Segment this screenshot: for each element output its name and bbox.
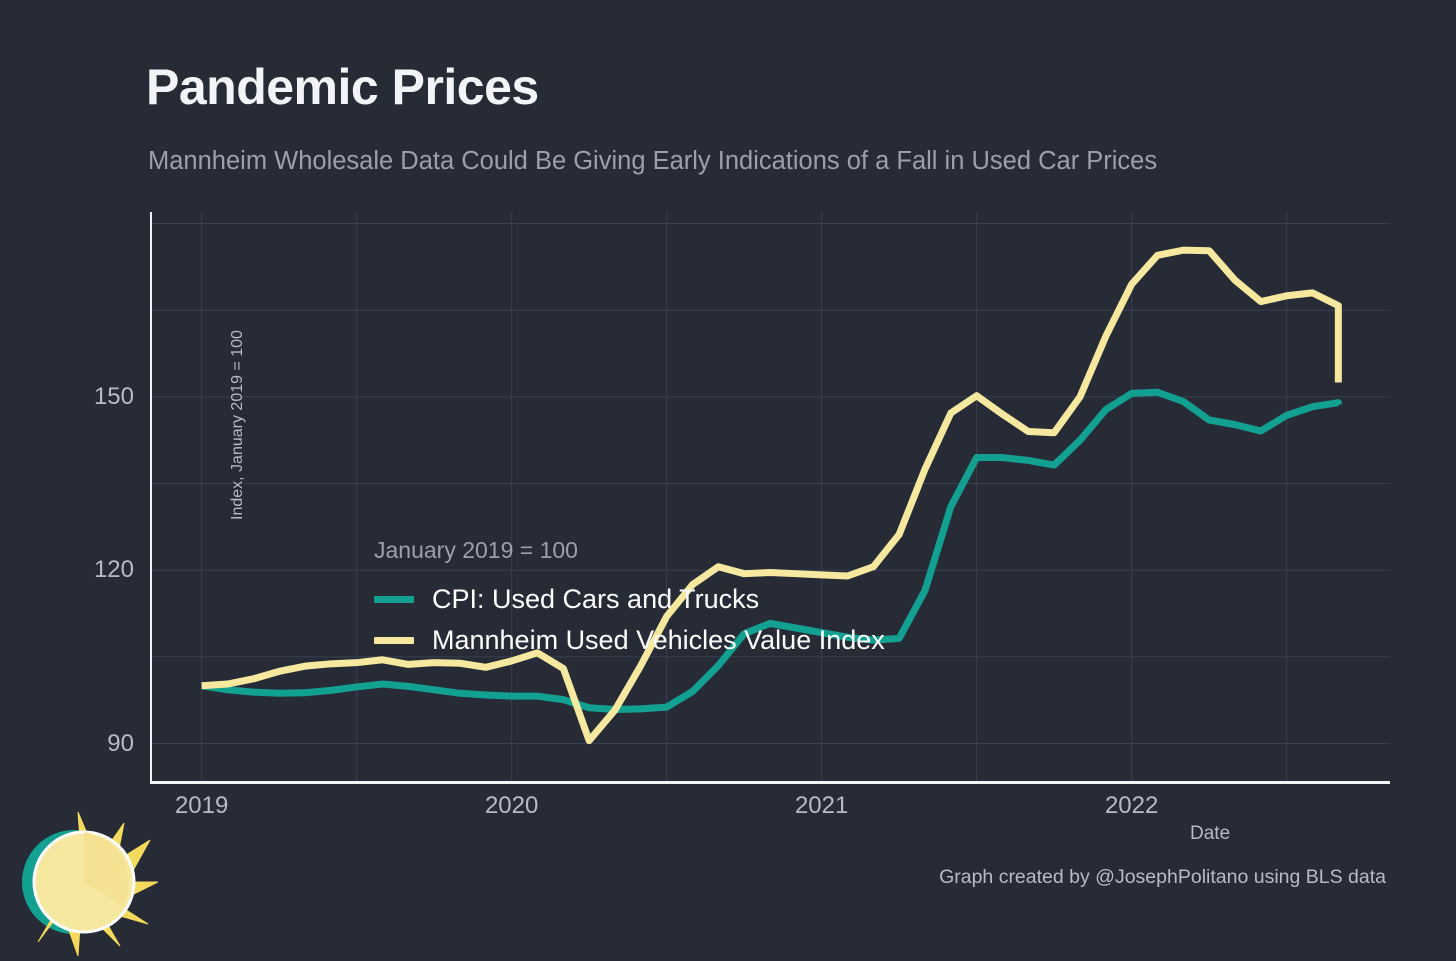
legend-label-0: CPI: Used Cars and Trucks <box>432 584 760 614</box>
series-line-1 <box>201 246 1342 745</box>
legend-entry-0[interactable]: CPI: Used Cars and Trucks <box>374 579 885 620</box>
legend-swatch-1 <box>374 637 414 644</box>
legend-entry-1[interactable]: Mannheim Used Vehicles Value Index <box>374 620 885 661</box>
series-lines <box>201 246 1342 745</box>
plot-area: Index, January 2019 = 100 90 120 150 2019 2… <box>94 212 1390 819</box>
series-line-0 <box>201 388 1342 713</box>
page-title: Pandemic Prices <box>146 59 539 115</box>
y-tick-90: 90 <box>107 729 134 757</box>
x-tick-2019: 2019 <box>174 792 229 819</box>
legend-entries: CPI: Used Cars and Trucks Mannheim Used V… <box>374 579 885 661</box>
chart-svg <box>150 212 1390 784</box>
y-tick-120: 120 <box>93 556 134 584</box>
vertical-gridlines <box>201 212 1288 784</box>
y-tick-150: 150 <box>93 382 134 410</box>
x-tick-2022: 2022 <box>1104 792 1159 819</box>
credit-text: Graph created by @JosephPolitano using B… <box>939 866 1386 888</box>
chart-legend: January 2019 = 100 CPI: Used Cars and Tr… <box>374 537 885 661</box>
page-subtitle: Mannheim Wholesale Data Could Be Giving … <box>148 147 1158 175</box>
y-axis-title: Index, January 2019 = 100 <box>229 330 246 520</box>
sun-logo-icon <box>22 811 158 956</box>
x-tick-2021: 2021 <box>794 792 849 819</box>
legend-note: January 2019 = 100 <box>374 537 578 563</box>
x-axis-title: Date <box>1190 823 1231 844</box>
legend-swatch-0 <box>374 596 414 603</box>
legend-label-1: Mannheim Used Vehicles Value Index <box>432 625 885 655</box>
x-tick-2020: 2020 <box>484 792 539 819</box>
